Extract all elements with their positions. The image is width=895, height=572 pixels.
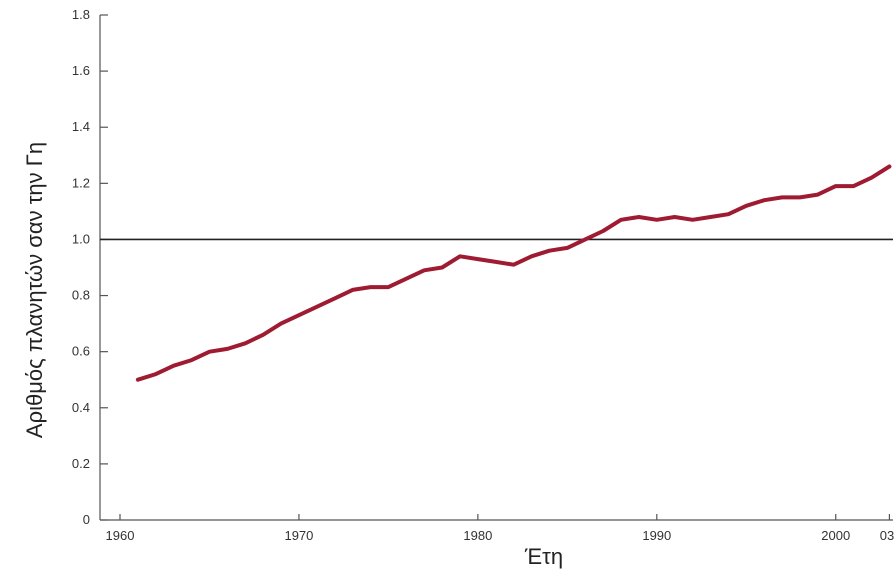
y-tick-label: 0.4 — [72, 400, 90, 415]
series-line — [135, 164, 892, 382]
series-layer — [135, 164, 892, 382]
x-axis-title: Έτη — [524, 544, 563, 569]
y-tick-label: 1.8 — [72, 7, 90, 22]
y-tick-label: 0.6 — [72, 344, 90, 359]
y-tick-label: 0.8 — [72, 288, 90, 303]
y-tick-label: 1.6 — [72, 63, 90, 78]
x-tick-label: 1960 — [106, 528, 135, 543]
x-tick-label: 1970 — [284, 528, 313, 543]
x-tick-label: 2000 — [821, 528, 850, 543]
y-tick-label: 1.0 — [72, 231, 90, 246]
x-axis-ticks: 1960 1970 1980 1990 2000 03 — [106, 514, 894, 543]
x-tick-label: 03 — [880, 528, 894, 543]
x-tick-label: 1990 — [642, 528, 671, 543]
y-tick-label: 1.2 — [72, 175, 90, 190]
y-axis-title: Αριθμός πλανητών σαν την Γη — [22, 142, 47, 438]
y-tick-label: 1.4 — [72, 119, 90, 134]
y-tick-label: 0 — [83, 512, 90, 527]
x-tick-label: 1980 — [463, 528, 492, 543]
y-tick-label: 0.2 — [72, 456, 90, 471]
y-axis-ticks: 0 0.2 0.4 0.6 0.8 1.0 1.2 1.4 1.6 1.8 — [72, 7, 108, 527]
